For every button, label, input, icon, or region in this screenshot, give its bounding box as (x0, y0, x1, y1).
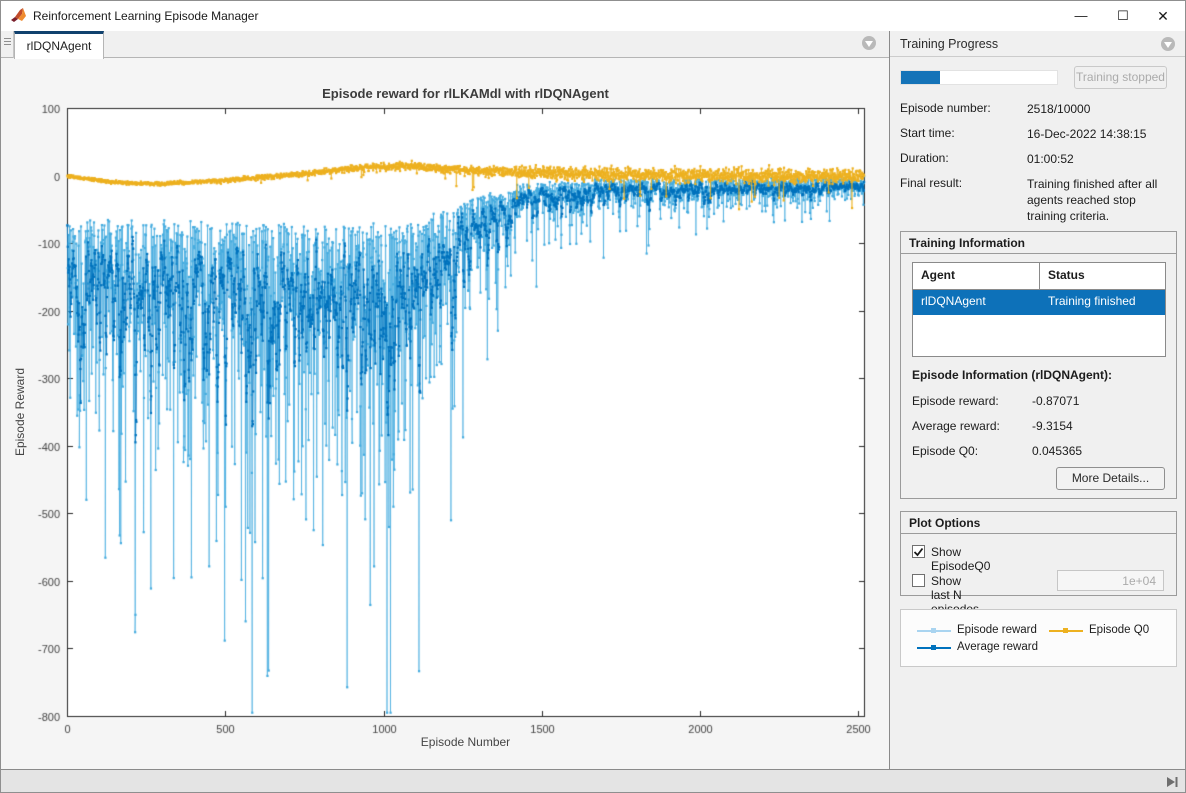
field-label: Episode Q0: (912, 444, 978, 458)
field-label: Average reward: (912, 419, 1000, 433)
more-details-button[interactable]: More Details... (1056, 467, 1165, 490)
tab-rldqnagent[interactable]: rlDQNAgent (14, 31, 104, 59)
horizontal-scrollbar[interactable] (1, 769, 1186, 793)
field-label: Start time: (900, 126, 955, 140)
legend-label: Average reward (957, 641, 1038, 653)
legend-marker (931, 628, 936, 633)
show-last-n-checkbox[interactable] (912, 574, 925, 587)
field-value: -0.87071 (1032, 394, 1079, 408)
field-value: -9.3154 (1032, 419, 1073, 433)
minimize-button[interactable]: — (1061, 1, 1101, 31)
x-axis-label: Episode Number (67, 735, 864, 749)
field-value: Training finished after all agents reach… (1027, 176, 1177, 224)
column-header-agent: Agent (913, 263, 1040, 289)
legend-label: Episode Q0 (1089, 624, 1149, 636)
field-label: Episode number: (900, 101, 991, 115)
training-progress-bar (900, 70, 1058, 85)
skip-to-end-icon[interactable] (1165, 775, 1179, 789)
training-progress-header: Training Progress (900, 37, 998, 51)
field-value: 2518/10000 (1027, 101, 1177, 117)
chart-canvas (1, 58, 889, 769)
last-n-episodes-input[interactable] (1057, 570, 1164, 591)
legend-marker (931, 645, 936, 650)
app-window: Reinforcement Learning Episode Manager —… (0, 0, 1186, 793)
field-value: 01:00:52 (1027, 151, 1177, 167)
episode-information-header: Episode Information (rlDQNAgent): (912, 368, 1112, 382)
agent-status-table: Agent Status rlDQNAgent Training finishe… (912, 262, 1166, 357)
title-bar: Reinforcement Learning Episode Manager —… (1, 1, 1185, 31)
legend-label: Episode reward (957, 624, 1037, 636)
table-header-row: Agent Status (913, 263, 1165, 290)
header-separator (890, 56, 1186, 57)
training-progress-panel: Training Progress Training stopped Episo… (890, 31, 1186, 769)
column-header-status: Status (1040, 263, 1165, 289)
status-cell: Training finished (1040, 290, 1165, 315)
training-information-group: Training Information Agent Status rlDQNA… (900, 231, 1177, 499)
field-label: Duration: (900, 151, 949, 165)
progress-fill (901, 71, 940, 84)
tab-grip-handle[interactable] (1, 31, 14, 58)
matlab-logo-icon (10, 7, 28, 25)
field-label: Episode reward: (912, 394, 999, 408)
field-value: 16-Dec-2022 14:38:15 (1027, 126, 1177, 142)
field-value: 0.045365 (1032, 444, 1082, 458)
option-label: Show EpisodeQ0 (931, 545, 990, 573)
tab-strip (1, 31, 889, 58)
training-stopped-button[interactable]: Training stopped (1074, 66, 1167, 89)
chart-figure: Episode reward for rlLKAMdl with rlDQNAg… (1, 58, 889, 769)
collapse-progress-panel-icon[interactable] (1161, 37, 1175, 51)
training-information-header: Training Information (901, 232, 1176, 254)
show-episodeq0-checkbox[interactable] (912, 545, 925, 558)
close-button[interactable]: ✕ (1143, 1, 1183, 31)
table-row[interactable]: rlDQNAgent Training finished (913, 290, 1165, 315)
collapse-tab-panel-icon[interactable] (862, 36, 876, 50)
maximize-button[interactable]: ☐ (1103, 1, 1143, 31)
field-label: Final result: (900, 176, 962, 190)
plot-options-group: Plot Options Show EpisodeQ0 Show last N … (900, 511, 1177, 596)
chart-legend: Episode reward Average reward Episode Q0 (900, 609, 1177, 667)
agent-cell: rlDQNAgent (913, 290, 1040, 315)
window-title: Reinforcement Learning Episode Manager (33, 9, 258, 23)
plot-options-header: Plot Options (901, 512, 1176, 534)
legend-marker (1063, 628, 1068, 633)
y-axis-label: Episode Reward (13, 357, 27, 467)
